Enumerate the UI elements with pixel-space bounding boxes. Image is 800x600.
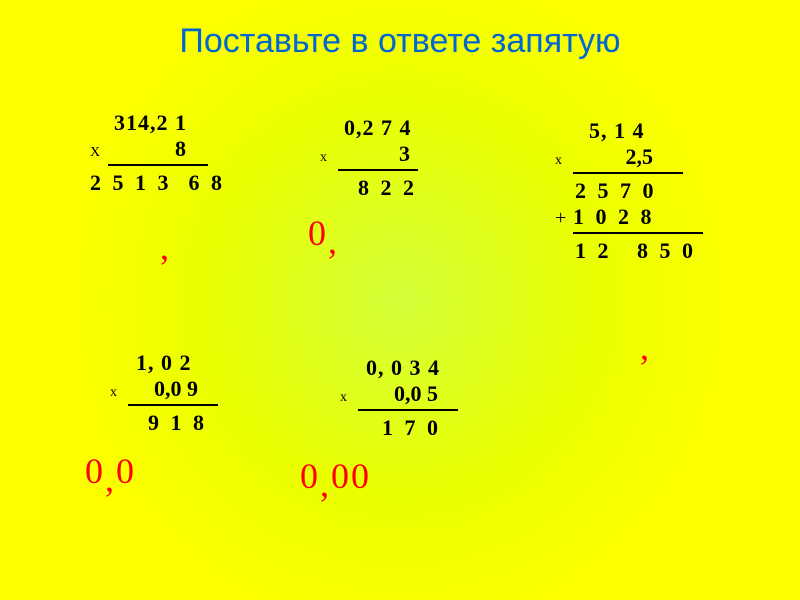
- p3-partial2: 1 0 2 8: [573, 204, 655, 229]
- p2-operand2: 3: [338, 141, 410, 167]
- rule: [358, 409, 458, 411]
- p4-result: 9 1 8: [110, 410, 218, 436]
- p4-row2: х0,0 9: [110, 376, 218, 402]
- p3-operand1: 5, 1 4: [555, 118, 703, 144]
- p1-result: 2 5 1 3 6 8: [90, 170, 225, 196]
- p3-row2: х2,5: [555, 144, 703, 170]
- p2-operand1: 0,2 7 4: [320, 115, 418, 141]
- plus-sign: +: [555, 207, 573, 230]
- problem-1: 314,2 1 Х8 2 5 1 3 6 8: [90, 110, 225, 196]
- p2-row2: х3: [320, 141, 418, 167]
- problem-5: 0, 0 3 4 х0,0 5 1 7 0: [340, 355, 458, 441]
- rule: [108, 164, 208, 166]
- mult-sign: х: [555, 153, 573, 169]
- slide: Поставьте в ответе запятую 314,2 1 Х8 2 …: [0, 0, 800, 600]
- p3-answer: ,: [640, 318, 651, 360]
- p1-answer: ,: [160, 218, 171, 260]
- p5-row2: х0,0 5: [340, 381, 458, 407]
- rule: [573, 172, 683, 174]
- mult-sign: Х: [90, 145, 108, 161]
- p1-row2: Х8: [90, 136, 225, 162]
- p5-answer: 0,00: [300, 455, 371, 497]
- p3-result: 1 2 8 5 0: [555, 238, 703, 264]
- p2-answer: 0,: [308, 212, 339, 254]
- p4-operand2: 0,0 9: [128, 376, 198, 402]
- rule: [338, 169, 418, 171]
- p1-operand1: 314,2 1: [90, 110, 225, 136]
- rule: [573, 232, 703, 234]
- p5-operand1: 0, 0 3 4: [340, 355, 458, 381]
- problem-3: 5, 1 4 х2,5 2 5 7 0 +1 0 2 8 1 2 8 5 0: [555, 118, 703, 264]
- p3-partial2-row: +1 0 2 8: [555, 204, 703, 230]
- p4-operand1: 1, 0 2: [110, 350, 218, 376]
- p1-operand2: 8: [108, 136, 186, 162]
- p3-operand2: 2,5: [573, 144, 653, 170]
- problem-2: 0,2 7 4 х3 8 2 2: [320, 115, 418, 201]
- p3-partial1: 2 5 7 0: [555, 178, 703, 204]
- rule: [128, 404, 218, 406]
- p5-operand2: 0,0 5: [358, 381, 438, 407]
- p4-answer: 0,0: [85, 450, 136, 492]
- problem-4: 1, 0 2 х0,0 9 9 1 8: [110, 350, 218, 436]
- mult-sign: х: [320, 150, 338, 166]
- mult-sign: х: [340, 390, 358, 406]
- p5-result: 1 7 0: [340, 415, 458, 441]
- mult-sign: х: [110, 385, 128, 401]
- page-title: Поставьте в ответе запятую: [0, 0, 800, 61]
- p2-result: 8 2 2: [320, 175, 418, 201]
